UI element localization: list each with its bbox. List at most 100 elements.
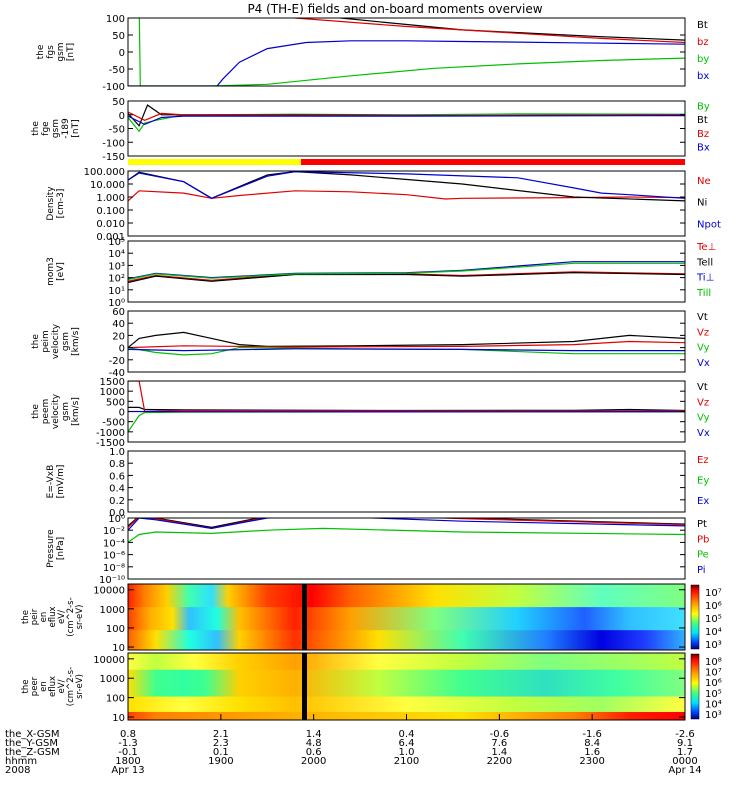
y-axis-label: [eV] [56, 262, 66, 281]
y-axis-label: sr-eV) [75, 674, 85, 699]
legend-entry: Bt [697, 115, 708, 126]
colorbar-tick-label: 10⁵ [705, 614, 722, 625]
colorbar-tick-label: 10⁴ [705, 627, 722, 638]
legend-entry: By [697, 101, 710, 112]
legend-entry: Ni [697, 198, 707, 209]
y-tick-label: 10⁻⁸ [103, 563, 125, 574]
series-line-peim-Vx [128, 348, 685, 352]
colorbar-tick-label: 10⁴ [705, 699, 722, 710]
y-tick-label: 1.000 [96, 193, 125, 204]
x-row-label: the_Z-GSM [5, 747, 60, 758]
y-tick-label: 100.000 [84, 167, 125, 178]
y-axis-label: [km/s] [71, 397, 81, 426]
colorbar-tick-label: 10⁶ [705, 601, 722, 612]
legend-entry: Ti⊥ [696, 273, 714, 284]
y-tick-label: 0 [119, 111, 125, 122]
y-axis-label: eflux [48, 606, 58, 627]
y-tick-label: 0.010 [96, 219, 125, 230]
colorbar-tick-label: 10⁶ [705, 678, 722, 689]
legend-entry: Pb [697, 534, 709, 545]
x-tick-label: -1.3 [118, 738, 138, 749]
colorbar-tick-label: 10⁵ [705, 689, 722, 700]
x-tick-label: Apr 14 [668, 765, 701, 776]
x-tick-label: 1.7 [677, 747, 693, 758]
y-axis-label: the [21, 610, 31, 624]
y-axis-label: en [39, 681, 49, 692]
panel-frame [127, 240, 686, 303]
y-axis-label: Density [46, 186, 56, 221]
legend-entry: Pe [697, 550, 709, 561]
y-tick-label: 10⁴ [108, 249, 125, 260]
series-line-mom-Till [128, 262, 685, 281]
y-axis-label: [nT] [66, 43, 76, 61]
x-tick-label: 2200 [487, 756, 512, 767]
legend-entry: Till [696, 288, 711, 299]
y-tick-label: 50 [112, 31, 125, 42]
y-tick-label: 10 [112, 713, 125, 724]
y-axis-label: gsm [51, 119, 61, 138]
legend-entry: Vt [697, 312, 708, 323]
legend-entry: Vt [697, 382, 708, 393]
y-axis-label: [nT] [71, 119, 81, 137]
y-axis-label: the [31, 121, 41, 136]
series-line-fgs-Bt [334, 18, 685, 41]
colorbar [690, 584, 700, 650]
series-line-peem-Vz [128, 381, 685, 413]
y-tick-label: 10¹ [108, 286, 125, 297]
legend-entry: Vy [697, 343, 710, 354]
y-tick-label: 10² [108, 274, 125, 285]
y-tick-label: -1500 [96, 438, 125, 449]
panel-frame [127, 517, 686, 580]
x-row-label: hhmm [5, 756, 37, 767]
y-axis-label: the [36, 44, 46, 59]
legend-entry: Tell [696, 257, 713, 268]
legend-entry: Vx [697, 428, 710, 439]
colorbar-tick-label: 10⁷ [705, 588, 722, 599]
series-line-fgs-bz [291, 18, 685, 44]
y-tick-label: 0 [119, 344, 125, 355]
legend-entry: Ez [697, 455, 709, 466]
y-axis-label: eV/ [57, 610, 67, 624]
y-axis-label: peim [41, 330, 51, 353]
x-tick-label: 0.4 [399, 729, 415, 740]
data-gap [302, 653, 307, 720]
y-tick-label: 1500 [100, 377, 125, 388]
y-tick-label: -100 [102, 82, 125, 93]
series-line-mom-Tell [128, 272, 685, 284]
legend-entry: Pt [697, 519, 707, 530]
colorbar-tick-label: 10³ [705, 710, 722, 721]
panel-frame [127, 450, 686, 513]
x-tick-label: 0.8 [120, 729, 136, 740]
x-tick-label: 2100 [394, 756, 419, 767]
x-tick-label: 0000 [672, 756, 697, 767]
x-tick-label: -0.6 [490, 729, 510, 740]
y-tick-label: 10⁵ [108, 237, 125, 248]
legend-entry: Vx [697, 358, 710, 369]
y-axis-label: peer [30, 676, 40, 696]
y-axis-label: velocity [51, 323, 61, 359]
y-tick-label: 10⁰ [108, 298, 125, 309]
x-row-label: the_Y-GSM [5, 738, 58, 749]
x-row-label: 2008 [5, 765, 30, 776]
panel-frame [127, 310, 686, 373]
y-tick-label: 10⁻⁶ [103, 551, 125, 562]
y-tick-label: 10⁰ [108, 514, 125, 525]
mode-bar-fast [301, 159, 685, 165]
y-tick-label: -20 [109, 356, 125, 367]
x-tick-label: 1800 [115, 756, 140, 767]
y-axis-label: [cm-3] [56, 189, 66, 219]
y-axis-label: velocity [51, 393, 61, 429]
y-tick-label: -500 [102, 418, 125, 429]
y-tick-label: 0.0 [109, 508, 125, 519]
x-tick-label: -1.6 [582, 729, 602, 740]
y-axis-label: [nPa] [56, 537, 66, 560]
y-tick-label: 60 [112, 307, 125, 318]
series-line-fgs_low-Bx [128, 114, 685, 126]
series-line-mom-Ti⊥ [128, 261, 685, 280]
y-tick-label: 10000 [93, 586, 125, 597]
y-axis-label: E=-VxB [46, 465, 56, 499]
x-tick-label: 1.0 [399, 747, 415, 758]
